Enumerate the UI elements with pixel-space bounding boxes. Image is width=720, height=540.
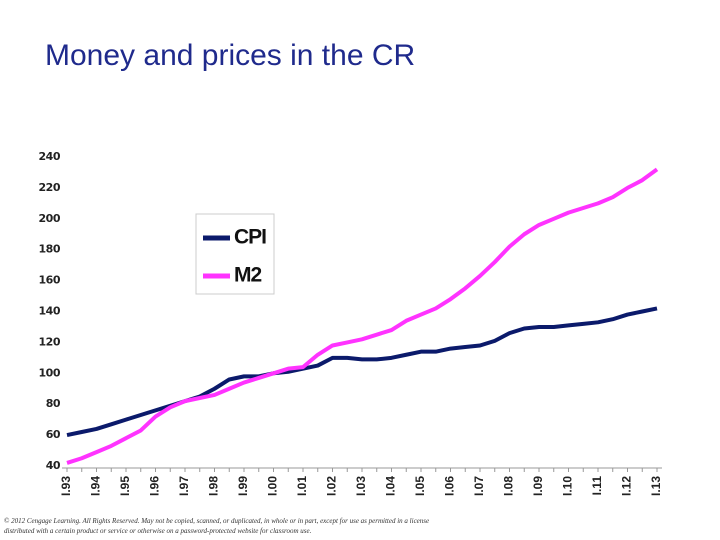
- x-tick-label: I.03: [354, 476, 368, 496]
- x-tick-label: I.01: [295, 476, 309, 496]
- x-tick-label: I.96: [148, 476, 162, 496]
- y-tick-label: 180: [39, 243, 61, 256]
- x-tick-label: I.08: [502, 476, 516, 496]
- x-tick-label: I.11: [590, 476, 604, 496]
- series-line: [66, 167, 659, 465]
- y-tick-label: 200: [39, 212, 61, 225]
- x-tick-label: I.05: [413, 476, 427, 496]
- y-tick-label: 80: [46, 397, 61, 410]
- y-tick-label: 240: [39, 150, 61, 163]
- x-tick-label: I.07: [472, 476, 486, 496]
- x-tick-label: I.94: [89, 476, 103, 496]
- x-tick-label: I.10: [561, 476, 575, 496]
- y-tick-label: 160: [39, 274, 61, 287]
- y-tick-label: 40: [46, 459, 61, 472]
- x-tick-label: I.13: [649, 476, 663, 496]
- x-tick-label: I.93: [59, 476, 73, 496]
- x-tick-label: I.99: [236, 476, 250, 496]
- x-tick-label: I.00: [266, 476, 280, 496]
- chart: Money and prices in the CR 40 60 80 100 120 1…: [39, 39, 664, 496]
- legend-box: [195, 213, 275, 295]
- legend-label: CPI: [234, 226, 266, 249]
- footer: © 2012 Cengage Learning. All Rights Rese…: [4, 517, 430, 535]
- x-tick-label: I.06: [443, 476, 457, 496]
- x-tick-label: I.02: [325, 476, 339, 496]
- y-tick-label: 140: [39, 305, 61, 318]
- legend-label: M2: [234, 264, 261, 287]
- y-tick-label: 60: [46, 428, 61, 441]
- y-tick-label: 120: [39, 335, 61, 348]
- x-tick-label: I.09: [531, 476, 545, 496]
- series-line: [66, 306, 658, 438]
- y-tick-label: 100: [39, 366, 61, 379]
- x-tick-label: I.98: [207, 476, 221, 496]
- x-tick-label: I.04: [384, 476, 398, 496]
- x-tick-label: I.12: [620, 476, 634, 496]
- y-tick-label: 220: [39, 181, 61, 194]
- chart-title: Money and prices in the CR: [45, 39, 415, 72]
- x-tick-label: I.95: [118, 476, 132, 496]
- x-tick-label: I.97: [177, 476, 191, 496]
